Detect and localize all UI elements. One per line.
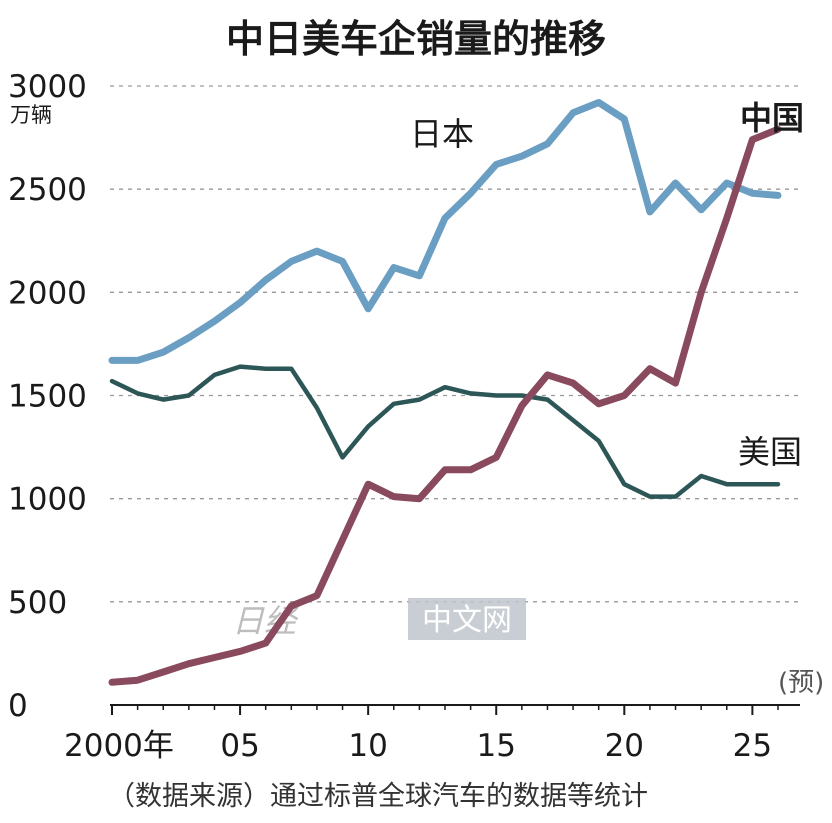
x-tick-label: 15 xyxy=(477,728,516,764)
series-line-美国 xyxy=(109,364,781,499)
watermark-right: 中文网 xyxy=(422,603,512,638)
y-tick-label: 1000 xyxy=(8,482,87,518)
x-tick-label: 10 xyxy=(348,728,387,764)
series-line-中国 xyxy=(108,125,782,686)
y-tick-label: 2000 xyxy=(8,275,87,311)
series-line-日本 xyxy=(108,99,782,364)
chart-title: 中日美车企销量的推移 xyxy=(226,17,606,61)
x-tick-label: 05 xyxy=(220,728,259,764)
x-tick-label: 20 xyxy=(605,728,644,764)
x-tick-label: 2000年 xyxy=(64,728,174,764)
y-tick-label: 3000 xyxy=(8,69,87,105)
y-tick-label: 0 xyxy=(8,688,28,724)
series-label-中国: 中国 xyxy=(740,99,804,137)
x-axis-ticks: 2000年 05 10 15 20 25 xyxy=(64,705,779,764)
source-note: （数据来源）通过标普全球汽车的数据等统计 xyxy=(108,781,648,812)
forecast-note: (预) xyxy=(778,668,824,698)
y-axis-unit: 万辆 xyxy=(10,103,52,127)
y-tick-label: 500 xyxy=(8,585,67,621)
watermark-badge xyxy=(408,598,526,640)
y-axis-ticks: 0 500 1000 1500 2000 2500 3000 xyxy=(8,69,87,724)
series-label-美国: 美国 xyxy=(738,433,802,471)
y-tick-label: 2500 xyxy=(8,172,87,208)
x-tick-label: 25 xyxy=(733,728,772,764)
series-label-日本: 日本 xyxy=(410,115,474,153)
y-tick-label: 1500 xyxy=(8,379,87,415)
